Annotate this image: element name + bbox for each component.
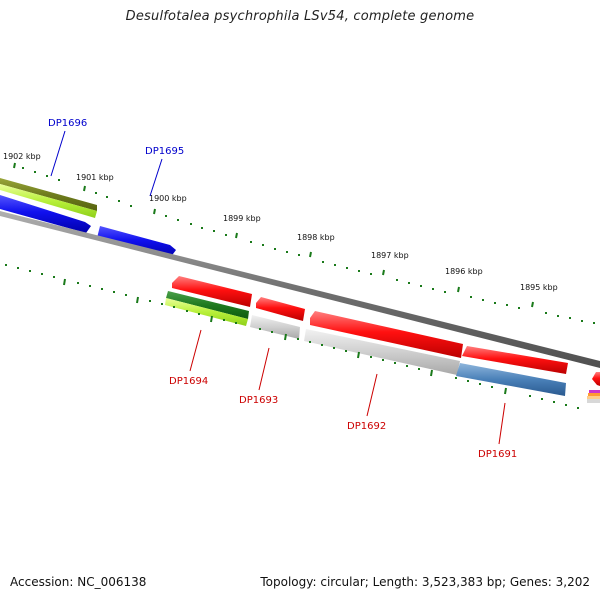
tick-label: 1900 kbp: [149, 194, 187, 203]
tick-label: 1902 kbp: [3, 152, 41, 161]
gene-label-dp1692[interactable]: DP1692: [347, 421, 386, 432]
gene-dp1696-olive[interactable]: [0, 178, 97, 211]
map-title: Desulfotalea psychrophila LSv54, complet…: [125, 9, 475, 24]
gene-partial-orange[interactable]: [588, 393, 600, 396]
gene-label-dp1693[interactable]: DP1693: [239, 395, 278, 406]
gene-leader-lines: [50, 130, 506, 445]
gene-label-dp1694[interactable]: DP1694: [169, 376, 208, 387]
outer-major-ticks: [13, 162, 534, 308]
gene-dp1695[interactable]: [97, 226, 176, 258]
gene-dp1696-lime[interactable]: [0, 184, 97, 218]
gene-partial-lightgray[interactable]: [587, 399, 600, 403]
tick-label: 1897 kbp: [371, 251, 409, 260]
inner-tick-dots: [5, 264, 579, 409]
gene-labels: DP1696 DP1695 DP1694 DP1693 DP1692 DP169…: [48, 118, 517, 460]
reverse-strand-genes: [165, 276, 600, 403]
inner-major-ticks: [63, 278, 507, 395]
gene-partial-red[interactable]: [592, 372, 600, 386]
gene-label-dp1691[interactable]: DP1691: [478, 449, 517, 460]
genome-summary-text: Topology: circular; Length: 3,523,383 bp…: [260, 575, 590, 589]
accession-text: Accession: NC_006138: [10, 575, 147, 589]
tick-labels: 1902 kbp 1901 kbp 1900 kbp 1899 kbp 1898…: [3, 152, 558, 292]
gene-dp1692-red[interactable]: [310, 311, 463, 358]
gene-dp1691-red[interactable]: [462, 346, 568, 374]
gene-dp1693-red[interactable]: [256, 297, 305, 321]
forward-strand-genes: [0, 178, 176, 258]
outer-tick-dots: [22, 167, 595, 324]
gene-partial-peach[interactable]: [587, 396, 600, 399]
gene-label-dp1695[interactable]: DP1695: [145, 146, 184, 157]
tick-label: 1899 kbp: [223, 214, 261, 223]
genome-backbone: [0, 211, 600, 368]
gene-dp1693-gray[interactable]: [250, 315, 300, 339]
tick-label: 1898 kbp: [297, 233, 335, 242]
gene-label-dp1696[interactable]: DP1696: [48, 118, 87, 129]
tick-label: 1901 kbp: [76, 173, 114, 182]
gene-dp1694-lime[interactable]: [165, 298, 248, 326]
tick-label: 1896 kbp: [445, 267, 483, 276]
gene-dp1694-green[interactable]: [166, 291, 249, 319]
gene-dp1691-steel[interactable]: [456, 363, 566, 396]
tick-label: 1895 kbp: [520, 283, 558, 292]
gene-dp1696-blue[interactable]: [0, 195, 91, 233]
gene-dp1692-gray[interactable]: [304, 329, 460, 375]
gene-partial-magenta[interactable]: [589, 390, 600, 393]
gene-dp1694-red[interactable]: [172, 276, 252, 307]
